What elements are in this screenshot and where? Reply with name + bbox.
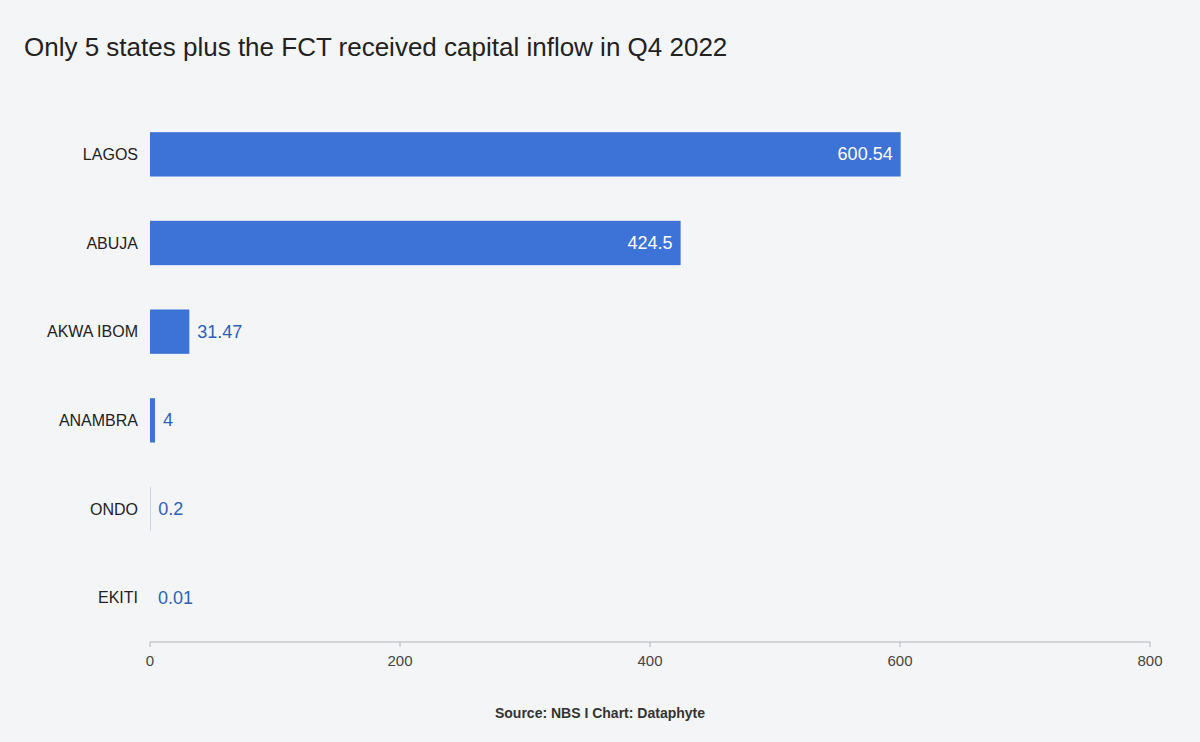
x-tick bbox=[1150, 642, 1151, 647]
y-axis: LAGOS ABUJA AKWA IBOM ANAMBRA ONDO EKITI bbox=[47, 146, 138, 606]
data-label: 4 bbox=[163, 410, 173, 430]
data-label: 424.5 bbox=[628, 233, 673, 253]
x-tick-label: 200 bbox=[387, 652, 412, 669]
y-tick-label: ONDO bbox=[90, 501, 138, 518]
x-tick-label: 400 bbox=[637, 652, 662, 669]
y-tick-label: AKWA IBOM bbox=[47, 323, 138, 340]
y-tick-label: ABUJA bbox=[86, 235, 138, 252]
x-tick bbox=[650, 642, 651, 647]
source: Source: NBS I Chart: Dataphyte bbox=[495, 705, 705, 721]
data-labels: 600.54 424.5 31.47 4 0.2 0.01 bbox=[158, 144, 893, 607]
data-label: 0.2 bbox=[158, 499, 183, 519]
y-tick-label: ANAMBRA bbox=[59, 412, 138, 429]
bar bbox=[150, 487, 151, 531]
background bbox=[0, 0, 1200, 742]
x-tick-label: 800 bbox=[1137, 652, 1162, 669]
bar bbox=[150, 221, 681, 265]
data-label: 600.54 bbox=[838, 144, 893, 164]
x-tick-label: 0 bbox=[146, 652, 154, 669]
x-tick bbox=[150, 642, 151, 647]
chart-container: Only 5 states plus the FCT received capi… bbox=[0, 0, 1200, 742]
title: Only 5 states plus the FCT received capi… bbox=[24, 32, 727, 62]
x-axis: 0 200 400 600 800 bbox=[146, 642, 1163, 669]
x-tick-label: 600 bbox=[887, 652, 912, 669]
page: {"chart_data": {"type": "bar", "orientat… bbox=[0, 0, 1200, 742]
x-tick bbox=[400, 642, 401, 647]
bar bbox=[150, 132, 901, 176]
data-label: 0.01 bbox=[158, 588, 193, 608]
data-label: 31.47 bbox=[197, 322, 242, 342]
bar bbox=[150, 310, 189, 354]
x-tick bbox=[900, 642, 901, 647]
y-tick-label: EKITI bbox=[98, 589, 138, 606]
bar bbox=[150, 576, 151, 620]
y-tick-label: LAGOS bbox=[83, 146, 138, 163]
bars bbox=[150, 132, 901, 620]
chart-svg: Only 5 states plus the FCT received capi… bbox=[0, 0, 1200, 742]
bar bbox=[150, 398, 155, 442]
